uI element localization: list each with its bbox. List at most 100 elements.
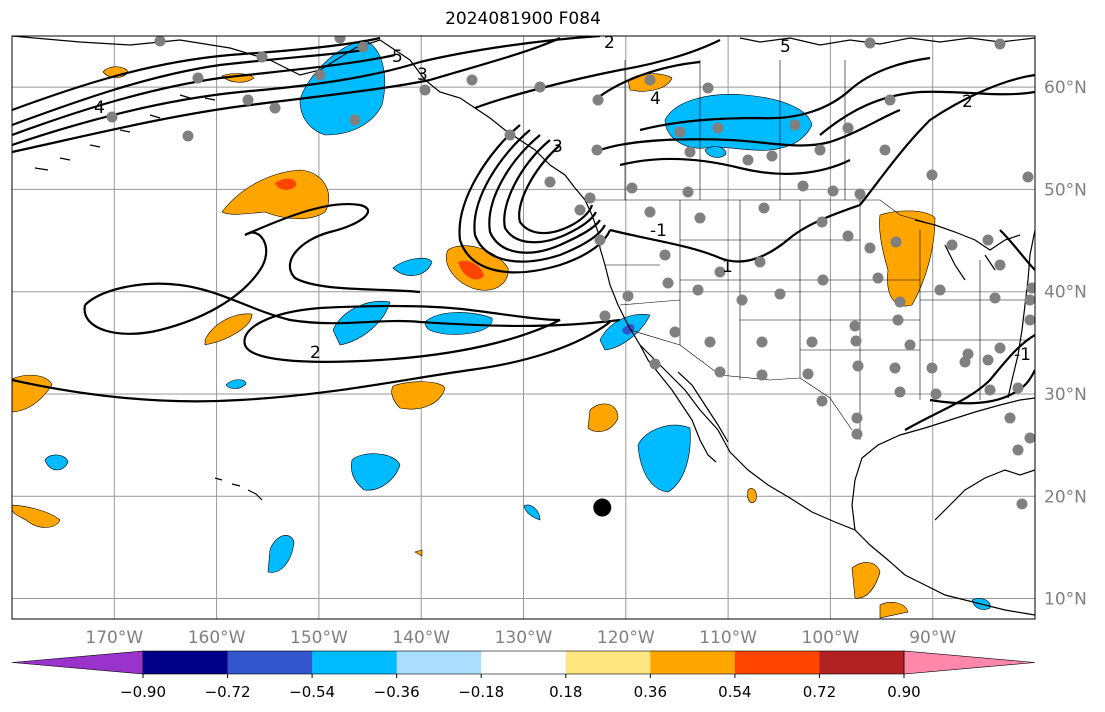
- station-dot: [599, 310, 611, 322]
- colorbar-tick-label: −0.90: [120, 683, 166, 701]
- latitude-tick-label: 30°N: [1044, 385, 1087, 405]
- positive-region: [221, 169, 330, 220]
- negative-region: [44, 454, 69, 471]
- political-borders: [595, 60, 1035, 440]
- contour-line: [12, 321, 611, 403]
- station-dot: [959, 356, 971, 368]
- contour-line: [244, 202, 421, 294]
- station-dot: [872, 272, 884, 284]
- station-dot: [154, 36, 166, 47]
- station-dot: [466, 74, 478, 86]
- contour-label: 2: [604, 33, 615, 53]
- negative-region: [225, 379, 247, 389]
- positive-core: [458, 260, 484, 280]
- station-dot: [1012, 444, 1024, 456]
- colorbar-tick-label: 0.90: [887, 683, 920, 701]
- colorbar-segment: [565, 651, 651, 674]
- station-dot: [714, 366, 726, 378]
- colorbar-segment: [650, 651, 736, 674]
- station-dot: [592, 94, 604, 106]
- longitude-tick-label: 150°W: [290, 628, 348, 648]
- latitude-tick-label: 20°N: [1044, 487, 1087, 507]
- station-dot: [842, 230, 854, 242]
- station-dot: [574, 204, 586, 216]
- longitude-labels: 170°W 160°W 150°W 140°W 130°W 120°W 110°W 100°W…: [85, 628, 956, 648]
- contour-line: [12, 36, 381, 112]
- us-canada-border: [595, 199, 926, 223]
- contour-label: -1: [1014, 345, 1031, 365]
- station-dot: [626, 182, 638, 194]
- station-dot: [814, 144, 826, 156]
- positive-region: [587, 403, 619, 432]
- station-dot: [852, 360, 864, 372]
- contour-label: 3: [417, 65, 428, 85]
- colorbar-segment: [396, 651, 482, 674]
- station-dot: [817, 274, 829, 286]
- negative-region: [392, 257, 433, 276]
- contour-line: [859, 73, 1035, 206]
- positive-region: [747, 488, 757, 503]
- longitude-tick-label: 100°W: [802, 628, 860, 648]
- latitude-tick-label: 10°N: [1044, 590, 1087, 610]
- negative-region: [267, 535, 295, 573]
- station-dot: [758, 202, 770, 214]
- station-dot: [1024, 294, 1035, 306]
- station-dot: [704, 336, 716, 348]
- negative-region: [351, 453, 401, 491]
- longitude-tick-label: 140°W: [392, 628, 450, 648]
- station-dot: [889, 362, 901, 374]
- station-dot: [1022, 171, 1034, 183]
- colorbar-tick-label: −0.54: [289, 683, 335, 701]
- station-dot: [806, 336, 818, 348]
- colorbar-tick-label: −0.18: [458, 683, 504, 701]
- station-dot: [544, 176, 556, 188]
- positive-region: [12, 504, 61, 528]
- positive-region: [851, 562, 881, 599]
- colorbar-extend-max: [903, 650, 1036, 675]
- trough-contour: [473, 129, 606, 263]
- station-dot: [349, 114, 361, 126]
- station-dot: [892, 314, 904, 326]
- station-dot: [269, 102, 281, 114]
- state-borders: [605, 200, 1035, 440]
- station-dot: [934, 284, 946, 296]
- contour-label: 4: [94, 98, 105, 118]
- yucatan: [934, 469, 1035, 521]
- station-dot: [256, 51, 268, 63]
- station-dot: [736, 294, 748, 306]
- positive-region: [414, 549, 423, 557]
- positive-region: [391, 381, 446, 410]
- location-marker: [593, 498, 612, 517]
- colorbar-tick-label: 0.18: [549, 683, 582, 701]
- station-dot: [622, 290, 634, 302]
- station-dot: [712, 122, 724, 134]
- negative-region: [704, 146, 727, 158]
- contour-line: [84, 282, 621, 328]
- station-dot: [1012, 382, 1024, 394]
- contour-line: [12, 48, 366, 127]
- colorbar-segment: [819, 651, 905, 674]
- colorbar-segment: [481, 651, 567, 674]
- longitude-tick-label: 160°W: [188, 628, 246, 648]
- station-dot: [644, 74, 656, 86]
- great-lakes: [914, 219, 1021, 281]
- contour-line: [929, 369, 1035, 405]
- station-dot: [1026, 282, 1035, 294]
- plot-title: 2024081900 F084: [445, 9, 601, 29]
- positive-region: [12, 374, 53, 413]
- colorbar-tick-label: 0.72: [803, 683, 836, 701]
- colorbar-segment: [312, 651, 398, 674]
- colorbar-outline: [142, 650, 905, 675]
- station-dot: [669, 326, 681, 338]
- station-dot: [994, 342, 1006, 354]
- station-dot: [684, 146, 696, 158]
- station-dot: [904, 339, 916, 351]
- contour-label: 3: [552, 137, 563, 157]
- contour-label: 2: [310, 343, 321, 363]
- station-dot: [594, 234, 606, 246]
- station-dot: [926, 169, 938, 181]
- station-dot: [1024, 314, 1035, 326]
- longitude-tick-label: 110°W: [699, 628, 757, 648]
- station-dot: [754, 256, 766, 268]
- station-dot: [106, 111, 118, 123]
